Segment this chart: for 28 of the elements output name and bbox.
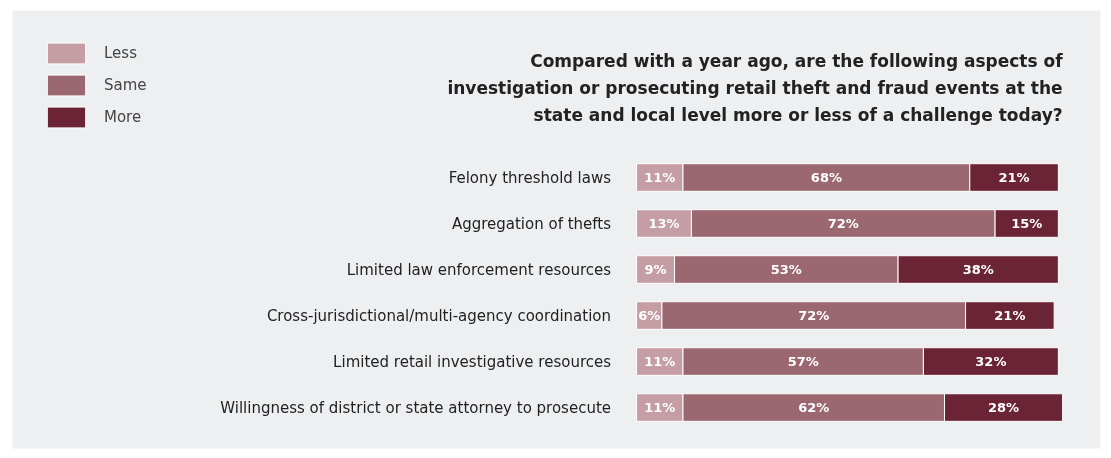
data-label: 21%	[994, 308, 1026, 324]
data-label: 21%	[998, 170, 1030, 186]
y-tick-label: Felony threshold laws	[448, 168, 612, 187]
legend-label: Same	[104, 76, 147, 94]
data-label: 15%	[1011, 216, 1043, 232]
y-tick-label: Limited law enforcement resources	[346, 260, 612, 279]
data-label: 6%	[638, 308, 661, 324]
data-label: 57%	[787, 354, 819, 370]
data-label: 53%	[770, 262, 802, 278]
legend-label: More	[104, 108, 142, 126]
data-label: 13%	[648, 216, 680, 232]
data-label: 72%	[827, 216, 859, 232]
data-label: 72%	[798, 308, 830, 324]
y-tick-label: Limited retail investigative resources	[333, 352, 612, 371]
y-tick-label: Willingness of district or state attorney to prosecute	[220, 398, 612, 417]
y-tick-label: Aggregation of thefts	[451, 214, 612, 233]
data-label: 62%	[798, 400, 830, 416]
data-label: 28%	[987, 400, 1020, 416]
data-label: 32%	[975, 354, 1007, 370]
data-label: 11%	[644, 170, 676, 186]
data-label: 9%	[644, 262, 667, 278]
y-tick-label: Cross-jurisdictional/multi-agency coordination	[266, 306, 612, 325]
data-label: 38%	[962, 262, 994, 278]
data-label: 11%	[644, 354, 676, 370]
chart-title: Compared with a year ago, are the following aspects of investigation or prosecuting retail theft and fraud events at the state and local level more or less of a challenge today?	[447, 50, 1064, 125]
data-label: 68%	[810, 170, 842, 186]
data-label: 11%	[644, 400, 676, 416]
legend-label: Less	[104, 44, 137, 62]
